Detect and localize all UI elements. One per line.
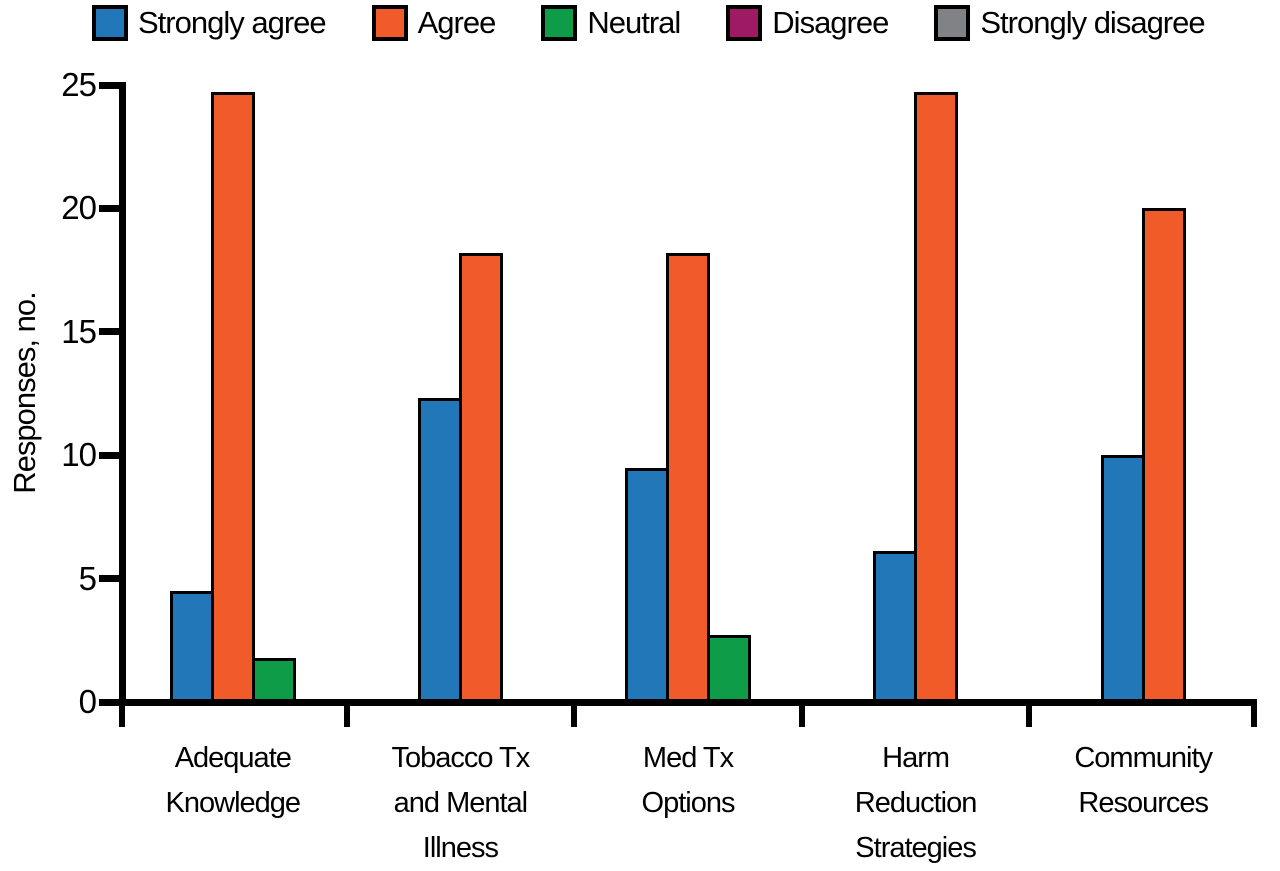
- bar-agree-harm-reduction-strategies: [914, 92, 959, 702]
- bar-agree-med-tx-options: [666, 252, 710, 702]
- legend-item-neutral: Neutral: [541, 2, 681, 44]
- y-tick-25: [99, 81, 119, 89]
- bar-strongly-agree-harm-reduction-strategies: [873, 551, 918, 702]
- legend-item-strongly-disagree: Strongly disagree: [934, 2, 1206, 44]
- x-category-label-line: and Mental: [393, 787, 528, 819]
- y-tick-5: [99, 575, 119, 583]
- x-axis-line: [119, 699, 1257, 706]
- y-tick-15: [99, 328, 119, 336]
- bar-neutral-adequate-knowledge: [251, 657, 296, 702]
- bar-strongly-agree-adequate-knowledge: [169, 590, 214, 702]
- legend-item-strongly-agree: Strongly agree: [92, 2, 327, 44]
- bar-agree-community-resources: [1141, 208, 1186, 702]
- x-category-label-line: Knowledge: [165, 787, 301, 819]
- x-tick-2: [571, 706, 578, 727]
- legend-item-disagree: Disagree: [726, 2, 889, 44]
- y-axis-line: [119, 82, 126, 706]
- x-tick-0: [119, 706, 125, 727]
- bar-strongly-agree-community-resources: [1100, 455, 1145, 702]
- legend-swatch-disagree: [726, 5, 763, 41]
- y-tick-label-0: 0: [78, 683, 97, 720]
- legend-swatch-agree: [371, 5, 408, 41]
- legend-label-disagree: Disagree: [772, 5, 889, 40]
- legend-label-strongly-disagree: Strongly disagree: [980, 5, 1205, 40]
- legend-label-agree: Agree: [417, 5, 497, 40]
- legend: Strongly agree Agree Neutral Disagree Strong…: [92, 2, 1206, 44]
- x-category-label-line: Med Tx: [642, 742, 734, 774]
- legend-swatch-strongly-disagree: [934, 5, 971, 41]
- legend-swatch-neutral: [541, 5, 578, 41]
- x-category-label-med-tx-options: Med Tx Options: [573, 736, 803, 826]
- bar-neutral-med-tx-options: [707, 635, 751, 702]
- y-tick-label-20: 20: [61, 189, 97, 227]
- x-category-label-tobacco-tx-and-mental-illness: Tobacco Tx and Mental Illness: [345, 736, 575, 871]
- x-category-label-line: Community: [1074, 742, 1213, 774]
- x-category-label-line: Harm: [882, 742, 950, 774]
- x-category-label-adequate-knowledge: Adequate Knowledge: [118, 736, 348, 826]
- y-tick-0: [99, 698, 119, 706]
- legend-label-strongly-agree: Strongly agree: [138, 5, 327, 40]
- x-tick-5: [1251, 706, 1257, 727]
- y-tick-20: [99, 204, 119, 212]
- x-tick-4: [1026, 706, 1033, 727]
- bar-strongly-agree-tobacco-tx-and-mental-illness: [417, 398, 462, 702]
- x-category-label-harm-reduction-strategies: Harm Reduction Strategies: [801, 736, 1031, 871]
- y-tick-label-25: 25: [61, 66, 97, 103]
- legend-swatch-strongly-agree: [92, 5, 128, 41]
- x-category-label-line: Options: [641, 787, 736, 819]
- y-tick-label-10: 10: [61, 436, 97, 474]
- y-tick-10: [99, 451, 119, 459]
- x-category-label-line: Strategies: [855, 832, 977, 864]
- x-category-label-line: Tobacco Tx: [391, 742, 531, 774]
- x-category-label-line: Reduction: [854, 787, 978, 819]
- y-tick-label-15: 15: [61, 312, 97, 350]
- legend-item-agree: Agree: [371, 2, 497, 44]
- x-category-label-line: Illness: [422, 832, 499, 864]
- x-tick-3: [798, 706, 805, 727]
- x-category-label-line: Resources: [1078, 787, 1209, 819]
- legend-label-neutral: Neutral: [587, 5, 681, 40]
- bar-agree-tobacco-tx-and-mental-illness: [458, 252, 503, 702]
- x-category-label-line: Adequate: [174, 742, 292, 774]
- x-tick-1: [343, 706, 350, 727]
- x-category-label-community-resources: Community Resources: [1028, 736, 1258, 826]
- y-tick-label-5: 5: [78, 559, 97, 597]
- bar-agree-adequate-knowledge: [210, 92, 255, 702]
- bar-strongly-agree-med-tx-options: [625, 467, 669, 702]
